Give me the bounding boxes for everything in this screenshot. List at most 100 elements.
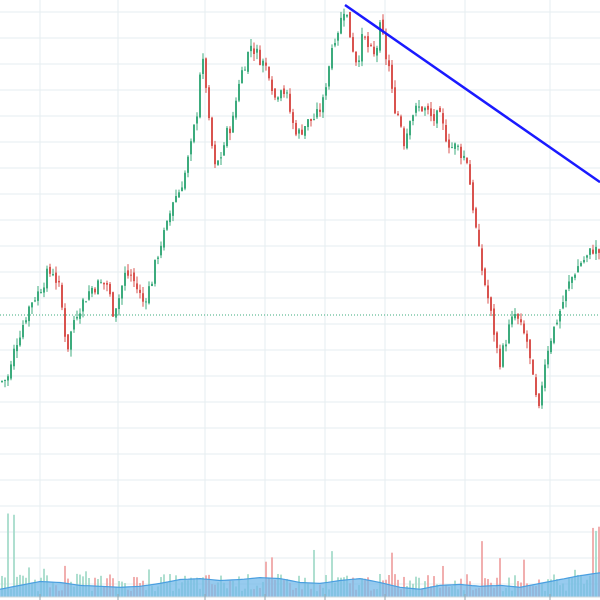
candle-body	[589, 248, 591, 255]
candle-body	[502, 345, 504, 367]
candle-body	[367, 36, 369, 47]
candle-body	[340, 17, 342, 34]
candle-body	[91, 287, 93, 294]
candle-body	[79, 313, 81, 319]
candle-body	[139, 289, 141, 293]
volume-bar	[13, 514, 15, 597]
candle-body	[124, 272, 126, 286]
candle-body	[151, 283, 153, 287]
candle-body	[370, 44, 372, 46]
candle-body	[565, 289, 567, 302]
candle-body	[424, 107, 426, 111]
volume-bar	[415, 576, 417, 597]
candle-body	[55, 272, 57, 283]
candle-body	[562, 302, 564, 309]
candle-body	[412, 115, 414, 122]
candle-body	[61, 284, 63, 308]
volume-bar	[499, 558, 501, 597]
candle-body	[193, 124, 195, 142]
candle-body	[142, 293, 144, 302]
candle-body	[136, 283, 138, 290]
candle-body	[4, 380, 6, 382]
candle-body	[280, 90, 282, 99]
candle-body	[115, 308, 117, 318]
candle-body	[184, 172, 186, 189]
volume-ma-area	[0, 572, 600, 597]
candle-body	[319, 109, 321, 112]
volume-bar	[109, 574, 111, 597]
candle-body	[586, 255, 588, 258]
candle-body	[226, 127, 228, 147]
candle-body	[526, 333, 528, 342]
candle-body	[133, 272, 135, 282]
candle-body	[235, 100, 237, 118]
candle-body	[577, 266, 579, 273]
candle-body	[304, 126, 306, 136]
candle-body	[406, 133, 408, 149]
candle-body	[19, 337, 21, 346]
candle-body	[595, 246, 597, 254]
candle-body	[580, 263, 582, 266]
candle-body	[253, 48, 255, 55]
candle-body	[259, 49, 261, 65]
candle-body	[493, 308, 495, 335]
candle-body	[337, 33, 339, 41]
volume-bar	[391, 552, 393, 597]
candle-body	[100, 282, 102, 284]
candle-body	[127, 270, 129, 276]
candle-body	[349, 11, 351, 38]
candle-body	[250, 45, 252, 52]
candle-body	[481, 248, 483, 271]
volume-bar	[595, 530, 597, 597]
candle-body	[484, 268, 486, 285]
candle-body	[154, 259, 156, 284]
candle-body	[7, 376, 9, 381]
volume-bar	[64, 565, 66, 597]
candle-body	[598, 249, 600, 253]
candle-body	[469, 164, 471, 185]
candle-body	[448, 139, 450, 148]
candle-body	[523, 323, 525, 334]
candle-body	[325, 87, 327, 96]
candle-body	[109, 283, 111, 295]
candle-body	[451, 147, 453, 149]
candle-body	[517, 313, 519, 319]
candle-body	[172, 202, 174, 216]
candle-body	[301, 129, 303, 135]
candle-body	[511, 316, 513, 325]
candle-body	[274, 88, 276, 98]
candle-body	[211, 117, 213, 146]
volume-bar	[442, 565, 444, 597]
x-axis	[0, 594, 600, 600]
candle-body	[292, 112, 294, 123]
candle-body	[331, 48, 333, 69]
candle-body	[445, 125, 447, 142]
volume-bar	[523, 559, 525, 597]
candle-body	[400, 116, 402, 127]
volume-bar	[313, 549, 315, 597]
candle-body	[514, 314, 516, 319]
candle-body	[49, 266, 51, 274]
candle-body	[466, 157, 468, 163]
candle-body	[391, 64, 393, 89]
candle-body	[433, 114, 435, 121]
candle-body	[241, 70, 243, 84]
candle-body	[22, 325, 24, 338]
candle-body	[388, 60, 390, 67]
candle-body	[31, 302, 33, 308]
candle-body	[310, 118, 312, 121]
candle-body	[457, 145, 459, 147]
candle-body	[541, 385, 543, 406]
candle-body	[145, 301, 147, 303]
candle-body	[229, 128, 231, 134]
volume-bar	[514, 575, 516, 597]
candle-body	[223, 145, 225, 156]
volume-bar	[598, 526, 600, 597]
candle-body	[322, 97, 324, 113]
volume-ma-line	[0, 572, 600, 590]
volume-bar	[427, 575, 429, 597]
candle-body	[121, 285, 123, 299]
candle-body	[205, 58, 207, 88]
volume-bar	[28, 567, 30, 597]
candle-body	[358, 60, 360, 63]
